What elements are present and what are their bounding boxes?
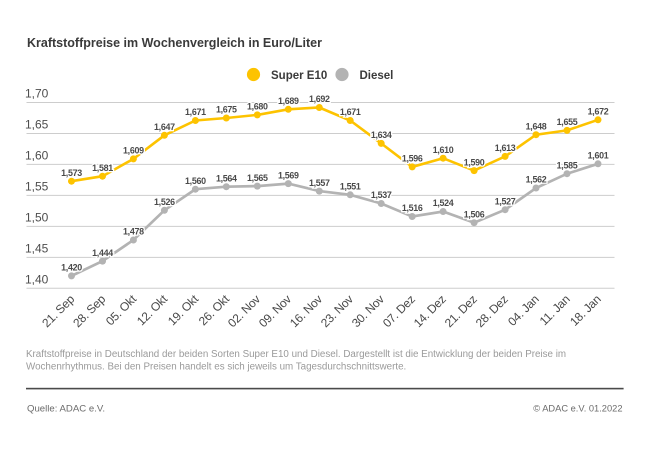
svg-text:Kraftstoffpreise im Wochenverg: Kraftstoffpreise im Wochenvergleich in E…: [27, 36, 322, 50]
svg-text:1,537: 1,537: [371, 190, 392, 200]
svg-text:1,601: 1,601: [588, 151, 609, 161]
svg-text:1,672: 1,672: [588, 107, 609, 117]
svg-text:Kraftstoffpreise in Deutschlan: Kraftstoffpreise in Deutschland der beid…: [26, 349, 566, 360]
svg-text:1,634: 1,634: [371, 130, 392, 140]
svg-text:1,648: 1,648: [526, 121, 547, 131]
svg-text:1,516: 1,516: [402, 203, 423, 213]
svg-text:1,671: 1,671: [340, 107, 361, 117]
svg-text:1,647: 1,647: [154, 122, 175, 132]
svg-text:1,692: 1,692: [309, 94, 330, 104]
svg-text:1,506: 1,506: [464, 209, 485, 219]
svg-text:1,671: 1,671: [185, 107, 206, 117]
svg-text:1,610: 1,610: [433, 145, 454, 155]
svg-text:1,680: 1,680: [247, 102, 268, 112]
svg-text:1,675: 1,675: [216, 105, 237, 115]
svg-text:1,564: 1,564: [216, 173, 237, 183]
svg-text:1,444: 1,444: [92, 248, 113, 258]
svg-text:1,609: 1,609: [123, 146, 144, 156]
svg-text:1,40: 1,40: [25, 273, 49, 287]
svg-text:1,60: 1,60: [25, 149, 49, 163]
svg-text:1,655: 1,655: [557, 117, 578, 127]
svg-text:© ADAC e.V. 01.2022: © ADAC e.V. 01.2022: [533, 404, 622, 414]
svg-text:Quelle: ADAC e.V.: Quelle: ADAC e.V.: [27, 403, 105, 414]
svg-text:1,524: 1,524: [433, 198, 454, 208]
svg-text:1,585: 1,585: [557, 160, 578, 170]
svg-text:1,526: 1,526: [154, 197, 175, 207]
svg-text:1,45: 1,45: [25, 242, 49, 256]
svg-text:1,478: 1,478: [123, 227, 144, 237]
svg-text:1,65: 1,65: [25, 118, 49, 132]
svg-text:1,565: 1,565: [247, 173, 268, 183]
svg-text:1,590: 1,590: [464, 157, 485, 167]
svg-text:1,50: 1,50: [25, 211, 49, 225]
svg-text:1,689: 1,689: [278, 96, 299, 106]
svg-text:1,55: 1,55: [25, 180, 49, 194]
svg-text:1,562: 1,562: [526, 175, 547, 185]
svg-text:1,420: 1,420: [61, 263, 82, 273]
svg-text:1,596: 1,596: [402, 154, 423, 164]
svg-text:Super E10: Super E10: [271, 70, 327, 82]
svg-text:1,557: 1,557: [309, 178, 330, 188]
svg-text:1,581: 1,581: [92, 163, 113, 173]
svg-text:1,551: 1,551: [340, 182, 361, 192]
svg-text:Wochenrhythmus. Bei den Preise: Wochenrhythmus. Bei den Preisen handelt …: [26, 362, 406, 373]
svg-text:1,613: 1,613: [495, 143, 516, 153]
svg-text:1,569: 1,569: [278, 170, 299, 180]
svg-text:1,560: 1,560: [185, 176, 206, 186]
svg-text:1,70: 1,70: [25, 87, 49, 101]
svg-text:1,527: 1,527: [495, 196, 516, 206]
svg-text:1,573: 1,573: [61, 168, 82, 178]
svg-text:Diesel: Diesel: [360, 70, 394, 82]
